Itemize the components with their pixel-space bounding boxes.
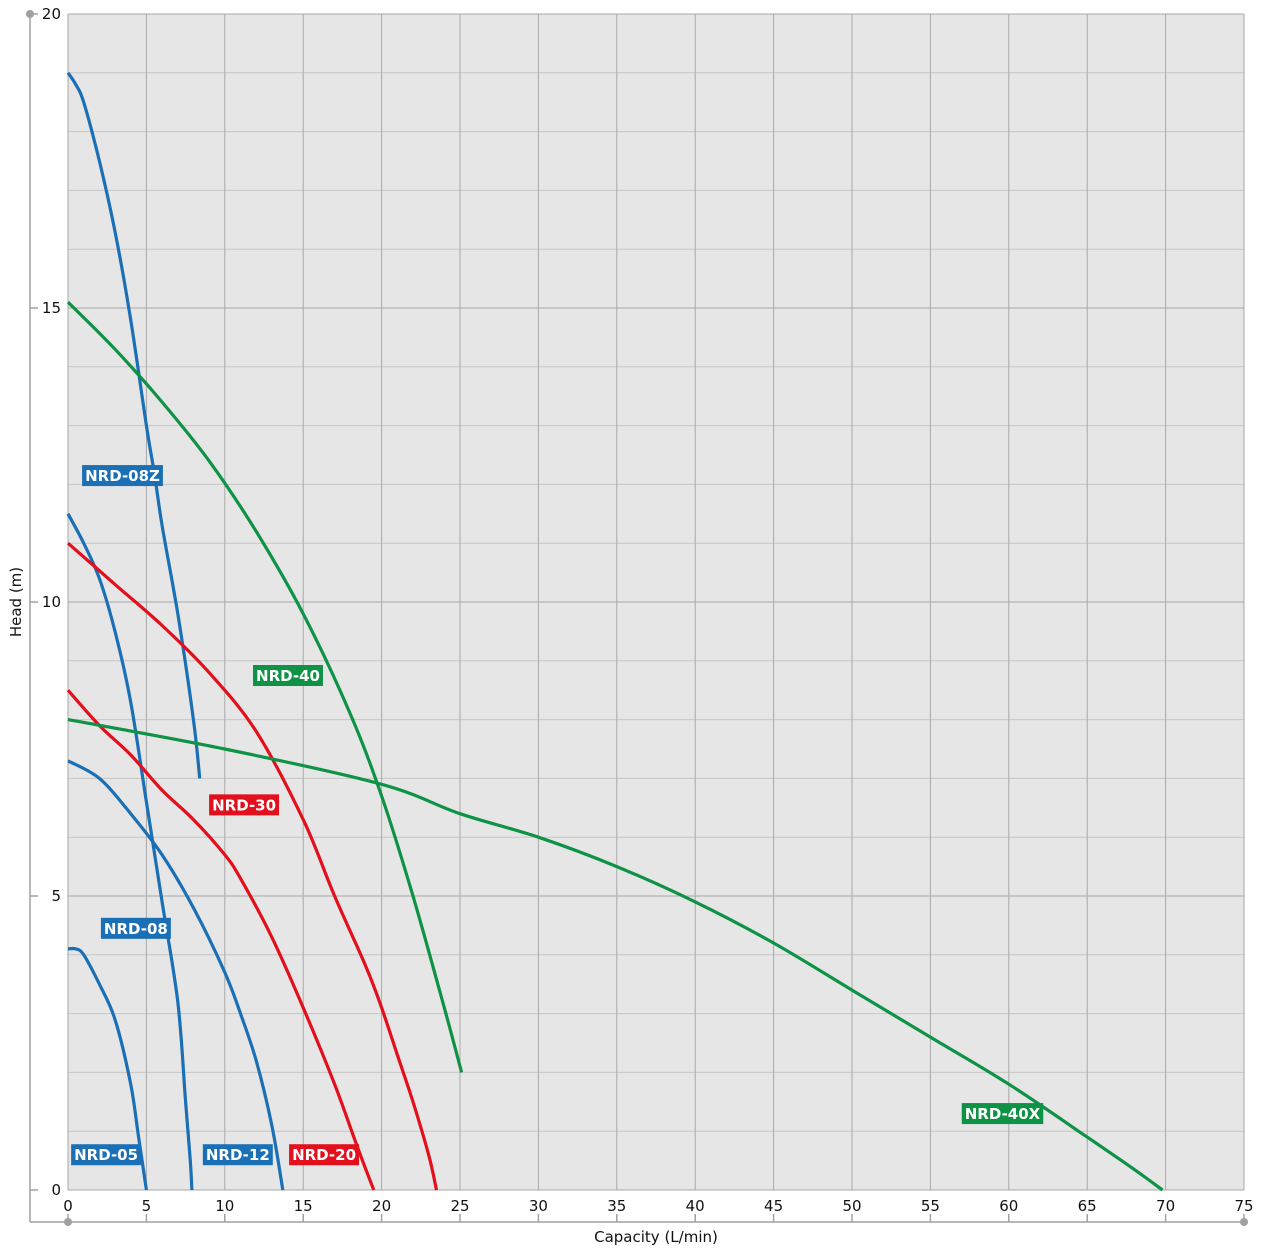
x-tick-label: 45 bbox=[764, 1197, 783, 1215]
label-nrd-30: NRD-30 bbox=[209, 794, 280, 816]
y-tick-label: 20 bbox=[42, 5, 61, 23]
x-tick-label: 75 bbox=[1234, 1197, 1253, 1215]
curve-nrd-08z bbox=[66, 71, 202, 779]
label-text: NRD-20 bbox=[292, 1146, 356, 1164]
curve-nrd-30 bbox=[66, 542, 439, 1191]
curve-nrd-05 bbox=[67, 946, 148, 1191]
label-text: NRD-12 bbox=[206, 1146, 270, 1164]
label-nrd-08: NRD-08 bbox=[100, 917, 171, 939]
x-tick-label: 15 bbox=[294, 1197, 313, 1215]
label-nrd-05: NRD-05 bbox=[71, 1144, 142, 1166]
x-axis-title: Capacity (L/min) bbox=[594, 1228, 718, 1246]
x-tick-label: 20 bbox=[372, 1197, 391, 1215]
y-tick-label: 15 bbox=[42, 299, 61, 317]
label-nrd-40: NRD-40 bbox=[253, 665, 323, 686]
label-box bbox=[209, 794, 280, 816]
label-text: NRD-40X bbox=[965, 1105, 1041, 1123]
label-box bbox=[289, 1144, 360, 1166]
x-tick-label: 10 bbox=[215, 1197, 234, 1215]
x-tick-label: 25 bbox=[450, 1197, 469, 1215]
curves bbox=[66, 71, 1164, 1192]
x-tick-label: 65 bbox=[1078, 1197, 1097, 1215]
y-tick-label: 5 bbox=[51, 887, 61, 905]
x-tick-label: 0 bbox=[63, 1197, 73, 1215]
y-tick-label: 10 bbox=[42, 593, 61, 611]
x-tick-label: 35 bbox=[607, 1197, 626, 1215]
label-box bbox=[100, 917, 171, 939]
label-box bbox=[961, 1103, 1044, 1125]
curve-nrd-40 bbox=[66, 300, 464, 1073]
curve-nrd-12 bbox=[67, 759, 285, 1191]
label-box bbox=[202, 1144, 273, 1166]
label-nrd-12: NRD-12 bbox=[202, 1144, 273, 1166]
x-tick-label: 50 bbox=[842, 1197, 861, 1215]
x-tick-label: 70 bbox=[1156, 1197, 1175, 1215]
x-tick-label: 30 bbox=[529, 1197, 548, 1215]
label-nrd-20: NRD-20 bbox=[289, 1144, 360, 1166]
curve-labels: NRD-08Z NRD-40 NRD-30 NRD-08 NRD-05 NRD-12 NRD… bbox=[71, 465, 1044, 1166]
label-nrd-40x: NRD-40X bbox=[961, 1103, 1044, 1125]
label-text: NRD-05 bbox=[74, 1146, 138, 1164]
label-box bbox=[82, 465, 163, 487]
x-tick-label: 60 bbox=[999, 1197, 1018, 1215]
y-tick-label: 0 bbox=[51, 1181, 61, 1199]
tick-labels: 0 5 10 15 20 25 30 35 40 45 50 55 60 65 70 75 0 5 10 15 20 bbox=[42, 5, 1254, 1215]
axes bbox=[26, 10, 1248, 1226]
label-box bbox=[71, 1144, 142, 1166]
curve-nrd-20 bbox=[66, 689, 376, 1191]
y-axis-title: Head (m) bbox=[7, 567, 25, 637]
label-box bbox=[253, 665, 323, 686]
label-text: NRD-30 bbox=[212, 796, 276, 814]
major-gridlines bbox=[67, 13, 1245, 1191]
label-text: NRD-08 bbox=[104, 920, 168, 938]
label-nrd-08z: NRD-08Z bbox=[82, 465, 163, 487]
x-tick-label: 5 bbox=[142, 1197, 152, 1215]
x-tick-label: 55 bbox=[921, 1197, 940, 1215]
curve-nrd-08 bbox=[66, 513, 194, 1191]
curve-nrd-40x bbox=[67, 718, 1164, 1192]
x-tick-label: 40 bbox=[686, 1197, 705, 1215]
label-text: NRD-40 bbox=[256, 667, 320, 685]
label-text: NRD-08Z bbox=[85, 467, 160, 485]
